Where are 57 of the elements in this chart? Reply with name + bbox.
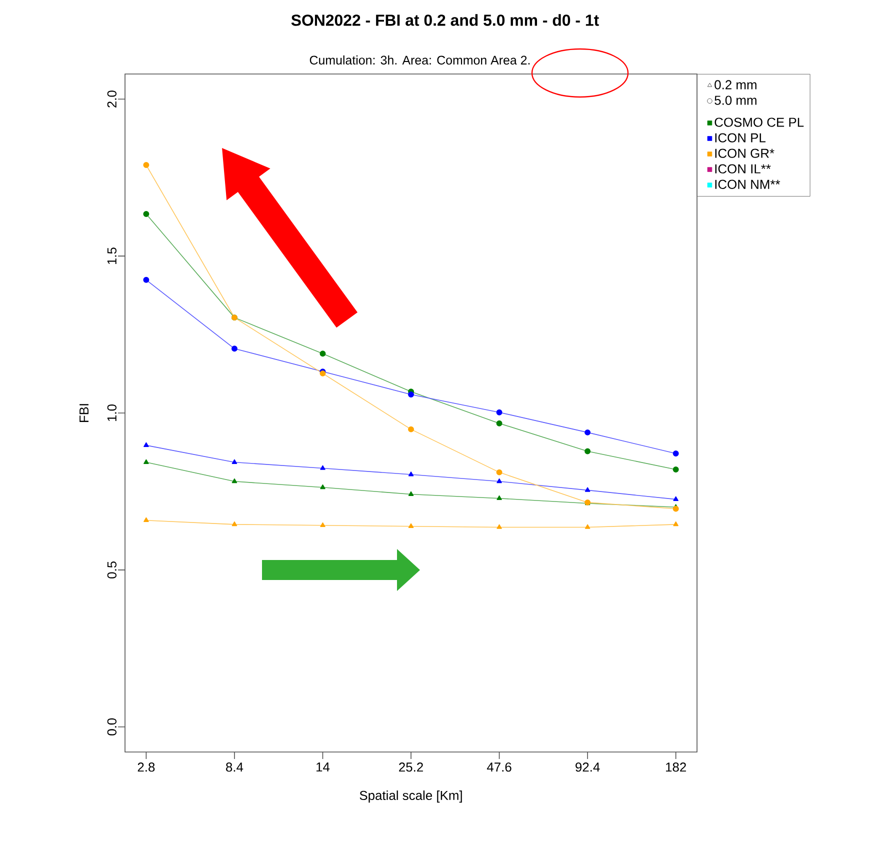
point (584, 487, 590, 492)
point (673, 496, 678, 501)
chart-subtitle: Cumulation: 3h. Area: Common Area 2. (310, 55, 530, 65)
point (320, 350, 326, 357)
point (496, 420, 502, 426)
point (496, 495, 502, 500)
y-tick-label: 1.5 (107, 248, 116, 264)
point (408, 523, 414, 528)
point (672, 450, 679, 456)
x-tick-label: 8.4 (226, 762, 244, 772)
y-tick-label: 0.0 (107, 718, 116, 736)
x-tick-label: 14 (316, 762, 330, 772)
point (232, 478, 238, 484)
point (320, 522, 326, 528)
point (584, 524, 590, 529)
legend-label: ICON PL (715, 133, 766, 142)
point (143, 276, 150, 283)
y-axis-title: FBI (80, 404, 88, 422)
chart-title: SON2022 - FBI at 0.2 and 5.0 mm - d0 - 1t (291, 14, 599, 26)
legend-label: COSMO CE PL (714, 118, 804, 127)
point (231, 346, 238, 352)
legend-label: ICON GR* (715, 148, 774, 158)
point (408, 391, 414, 398)
x-tick-label: 25.2 (399, 762, 423, 772)
point (496, 524, 502, 529)
y-tick-label: 0.5 (107, 561, 116, 578)
point (408, 472, 414, 476)
point (408, 491, 414, 496)
point (496, 478, 502, 484)
point (673, 521, 678, 526)
point (584, 448, 591, 454)
text: 5.0 mm (714, 96, 756, 105)
point (496, 469, 502, 476)
legend-label: ICON IL** (715, 164, 771, 174)
point (143, 162, 150, 168)
text: 0.2 mm (714, 80, 756, 90)
point (584, 429, 591, 436)
point (320, 465, 326, 470)
point (144, 442, 149, 448)
y-tick-label: 1.0 (107, 404, 116, 422)
point (320, 484, 326, 490)
y-tick-label: 2.0 (107, 90, 116, 108)
point (672, 466, 679, 472)
point (144, 459, 149, 464)
x-tick-label: 182 (666, 762, 686, 772)
point (232, 521, 238, 526)
x-tick-label: 47.6 (486, 762, 512, 772)
point (143, 210, 150, 217)
point (672, 506, 679, 512)
x-tick-label: 92.4 (576, 762, 600, 772)
point (496, 409, 502, 416)
point (408, 426, 414, 432)
point (144, 517, 149, 522)
legend-label: ICON NM** (715, 180, 780, 189)
x-tick-label: 2.8 (138, 762, 155, 772)
x-axis-title: Spatial scale [Km] (360, 790, 462, 803)
point (232, 459, 238, 464)
